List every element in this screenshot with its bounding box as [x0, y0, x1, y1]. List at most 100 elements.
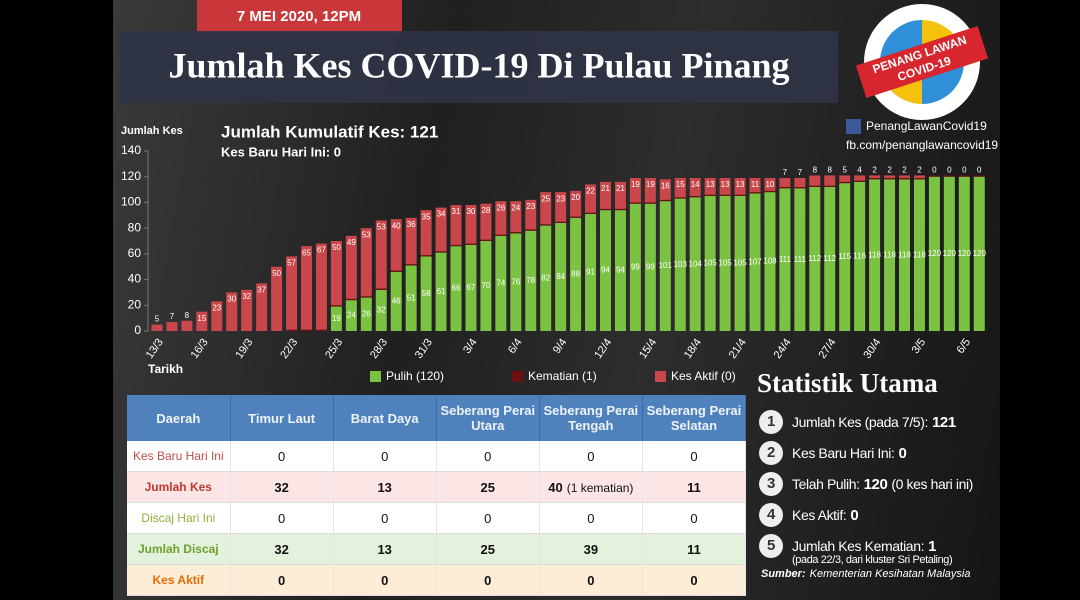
x-tick-label: 3/5	[910, 337, 929, 356]
bar-segment	[330, 306, 342, 331]
bar-segment	[794, 178, 806, 187]
legend-label: Kematian (1)	[528, 369, 597, 383]
bar-segment	[689, 178, 701, 196]
row-label: Jumlah Discaj	[127, 533, 231, 565]
value-label: 34	[437, 210, 446, 219]
y-tick-label: 100	[121, 195, 141, 209]
bar-segment	[510, 201, 522, 232]
bar-segment	[719, 178, 731, 195]
bar-segment	[719, 194, 731, 196]
stat-item: 1 Jumlah Kes (pada 7/5): 121	[755, 407, 1000, 438]
value-label: 13	[721, 180, 730, 189]
table-cell: 25	[436, 533, 540, 565]
x-tick-label: 27/4	[816, 337, 838, 361]
x-tick-label: 28/3	[368, 337, 390, 361]
bar-segment	[570, 190, 582, 217]
value-label: 65	[302, 248, 311, 257]
bar-segment	[585, 214, 597, 331]
value-label: 120	[928, 249, 942, 258]
bar-segment	[809, 175, 821, 186]
table-cell: 0	[642, 441, 747, 472]
table-cell: 0	[436, 441, 540, 472]
legend-swatch	[370, 371, 381, 382]
value-label: 116	[853, 252, 866, 261]
stat-item: 2 Kes Baru Hari Ini: 0	[755, 438, 1000, 469]
y-tick-label: 60	[128, 246, 142, 260]
bar-segment	[704, 178, 716, 195]
source: Sumber: Kementerian Kesihatan Malaysia	[761, 568, 1000, 580]
bar-segment	[719, 196, 731, 331]
bar-segment	[286, 256, 298, 330]
bar-segment	[764, 190, 776, 193]
bar-segment	[495, 235, 507, 331]
bar-segment	[899, 175, 910, 178]
value-label: 28	[481, 206, 490, 215]
value-label: 74	[496, 279, 505, 288]
bar-segment	[510, 232, 522, 234]
bar-segment	[570, 216, 582, 218]
bar-segment	[884, 178, 896, 180]
value-label: 78	[526, 276, 535, 285]
y-axis-title: Jumlah Kes	[121, 125, 183, 137]
x-tick-label: 25/3	[323, 337, 345, 361]
x-tick-label: 6/4	[506, 337, 525, 356]
bar-segment	[674, 198, 686, 331]
bar-segment	[435, 207, 447, 252]
district-table: Daerah Timur Laut Barat Daya Seberang Perai…	[127, 395, 747, 596]
source-text: Kementerian Kesihatan Malaysia	[809, 568, 971, 580]
legend-label: Pulih (120)	[386, 369, 444, 383]
bar-segment	[495, 234, 507, 236]
table-cell: 0	[333, 502, 437, 534]
facebook-name: PenangLawanCovid19	[866, 119, 987, 133]
value-label: 32	[242, 292, 251, 301]
bar-segment	[166, 322, 178, 331]
bar-segment	[555, 223, 567, 331]
bar-segment	[824, 175, 836, 186]
bar-segment	[629, 202, 641, 204]
x-tick-label: 16/3	[189, 337, 211, 361]
value-label: 112	[808, 254, 821, 263]
table-header-row: Daerah Timur Laut Barat Daya Seberang Perai…	[127, 395, 747, 441]
bar-segment	[629, 178, 641, 203]
table-cell: 0	[230, 502, 334, 534]
stat-value: 0	[850, 507, 859, 524]
bar-segment	[271, 266, 283, 331]
stat-note: (pada 22/3, dari kluster Sri Petaling)	[792, 554, 953, 566]
value-label: 15	[676, 180, 685, 189]
bar-segment	[704, 196, 716, 331]
value-label: 5	[155, 315, 160, 324]
bar-segment	[345, 235, 357, 299]
legend-label: Kes Aktif (0)	[671, 369, 736, 383]
table-cell: 11	[642, 471, 747, 503]
table-cell: 0	[642, 564, 747, 596]
value-label: 82	[541, 273, 550, 282]
value-label: 32	[377, 306, 386, 315]
x-tick-label: 18/4	[682, 337, 704, 361]
table-cell: 32	[230, 533, 334, 565]
bar-segment	[375, 288, 387, 290]
y-tick-label: 140	[121, 143, 141, 157]
bar-segment	[614, 181, 626, 209]
bar-segment	[689, 197, 701, 331]
value-label: 118	[913, 250, 926, 259]
value-label: 2	[902, 166, 907, 175]
bar-segment	[405, 217, 417, 265]
value-label: 99	[631, 262, 640, 271]
value-label: 101	[659, 261, 673, 270]
bar-segment	[585, 184, 597, 213]
bar-segment	[435, 252, 447, 331]
bar-segment	[390, 219, 402, 271]
value-label: 118	[883, 250, 896, 259]
bar-segment	[734, 196, 746, 331]
stat-value: 1	[928, 538, 937, 555]
stat-item: 3 Telah Pulih: 120 (0 kes hari ini)	[755, 469, 1000, 500]
value-label: 67	[466, 283, 475, 292]
bar-segment	[480, 203, 492, 240]
value-label: 2	[917, 166, 922, 175]
y-tick-label: 20	[128, 297, 142, 311]
value-label: 105	[733, 259, 747, 268]
bar-segment	[854, 180, 866, 182]
bar-segment	[585, 212, 597, 214]
value-label: 7	[170, 312, 175, 321]
